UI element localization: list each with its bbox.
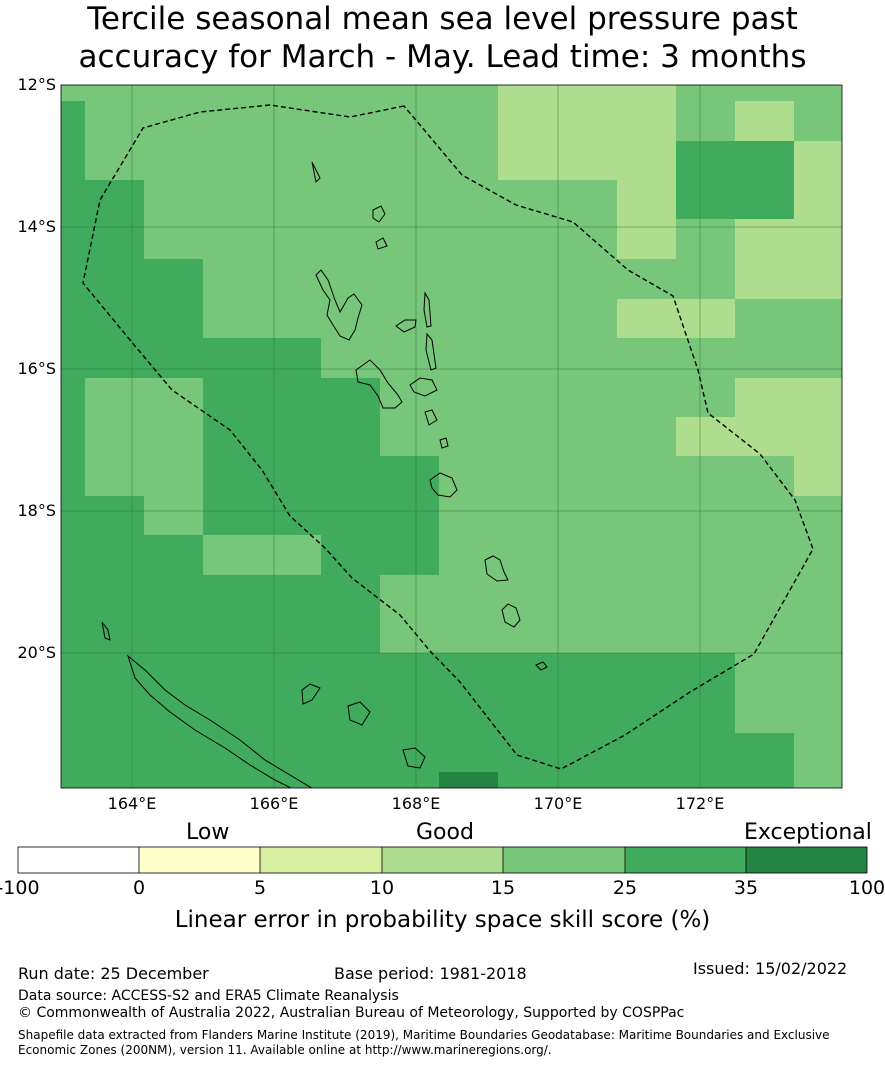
- title-line-2: accuracy for March - May. Lead time: 3 m…: [78, 39, 807, 75]
- lat-label-18s: 18°S: [17, 501, 56, 520]
- lat-label-20s: 20°S: [17, 643, 56, 662]
- island-ambae: [395, 319, 417, 333]
- run-date: Run date: 25 December: [18, 964, 209, 983]
- colorbar-tick-5: 5: [253, 877, 267, 899]
- island-pentecost: [425, 332, 437, 371]
- lat-label-14s: 14°S: [17, 217, 56, 236]
- colorbar-tick-15: 15: [490, 877, 516, 899]
- colorbar: [17, 846, 868, 874]
- island-belep: [101, 621, 111, 641]
- island-torres: [311, 161, 321, 184]
- lat-label-16s: 16°S: [17, 359, 56, 378]
- chart-title: Tercile seasonal mean sea level pressure…: [0, 0, 885, 76]
- colorbar-bin-4: [382, 847, 503, 873]
- island-mare: [402, 747, 426, 769]
- skill-map: [17, 84, 868, 874]
- island-maewo: [423, 291, 432, 328]
- island-tanna: [501, 603, 521, 628]
- lon-label-172e: 172°E: [675, 794, 725, 813]
- island-ambrym: [409, 377, 438, 397]
- lon-label-170e: 170°E: [533, 794, 583, 813]
- colorbar-tick-neg100: -100: [0, 877, 40, 899]
- colorbar-bin-2: [139, 847, 260, 873]
- title-line-1: Tercile seasonal mean sea level pressure…: [87, 1, 798, 37]
- island-erromango: [484, 555, 509, 582]
- lon-label-168e: 168°E: [391, 794, 441, 813]
- map-frame: [60, 84, 843, 789]
- colorbar-tick-10: 10: [369, 877, 395, 899]
- lon-label-166e: 166°E: [249, 794, 299, 813]
- colorbar-tick-25: 25: [612, 877, 638, 899]
- category-good: Good: [416, 820, 474, 845]
- island-espiritu-santo: [315, 269, 363, 341]
- colorbar-frame: [17, 846, 868, 874]
- base-period: Base period: 1981-2018: [334, 964, 527, 983]
- copyright: © Commonwealth of Australia 2022, Austra…: [18, 1005, 685, 1021]
- category-low: Low: [186, 820, 230, 845]
- island-ouvea: [301, 683, 321, 705]
- island-malekula: [355, 359, 403, 409]
- data-source: Data source: ACCESS-S2 and ERA5 Climate …: [18, 988, 399, 1004]
- issued-date: Issued: 15/02/2022: [693, 959, 848, 978]
- island-lifou: [347, 701, 371, 726]
- island-efate: [429, 472, 458, 498]
- colorbar-tick-100: 100: [848, 877, 885, 899]
- colorbar-bin-3: [260, 847, 382, 873]
- shapefile-credit-2: Economic Zones (200NM), version 11. Avai…: [18, 1043, 552, 1057]
- island-epi: [424, 409, 438, 426]
- skill-zones-15-25-extra: [144, 85, 842, 575]
- map-gridlines: [61, 85, 842, 788]
- island-shepherd: [439, 437, 449, 449]
- colorbar-tick-0: 0: [132, 877, 146, 899]
- colorbar-bin-1: [18, 847, 139, 873]
- skill-zone-35-plus: [439, 772, 498, 788]
- shapefile-credit-1: Shapefile data extracted from Flanders M…: [18, 1028, 830, 1042]
- category-exceptional: Exceptional: [744, 820, 872, 845]
- colorbar-tick-35: 35: [733, 877, 759, 899]
- colorbar-bin-5: [503, 847, 625, 873]
- island-aneityum: [535, 661, 548, 671]
- lon-label-164e: 164°E: [107, 794, 157, 813]
- island-new-caledonia: [127, 654, 313, 788]
- colorbar-label: Linear error in probability space skill …: [174, 907, 711, 933]
- skill-zones-10-15: [498, 85, 842, 496]
- island-banks-1: [372, 205, 386, 223]
- colorbar-bin-7: [746, 847, 867, 873]
- island-coastlines: [101, 161, 548, 788]
- eez-boundary: [82, 104, 814, 770]
- colorbar-bin-6: [625, 847, 746, 873]
- lat-label-12s: 12°S: [17, 75, 56, 94]
- island-banks-2: [375, 237, 388, 250]
